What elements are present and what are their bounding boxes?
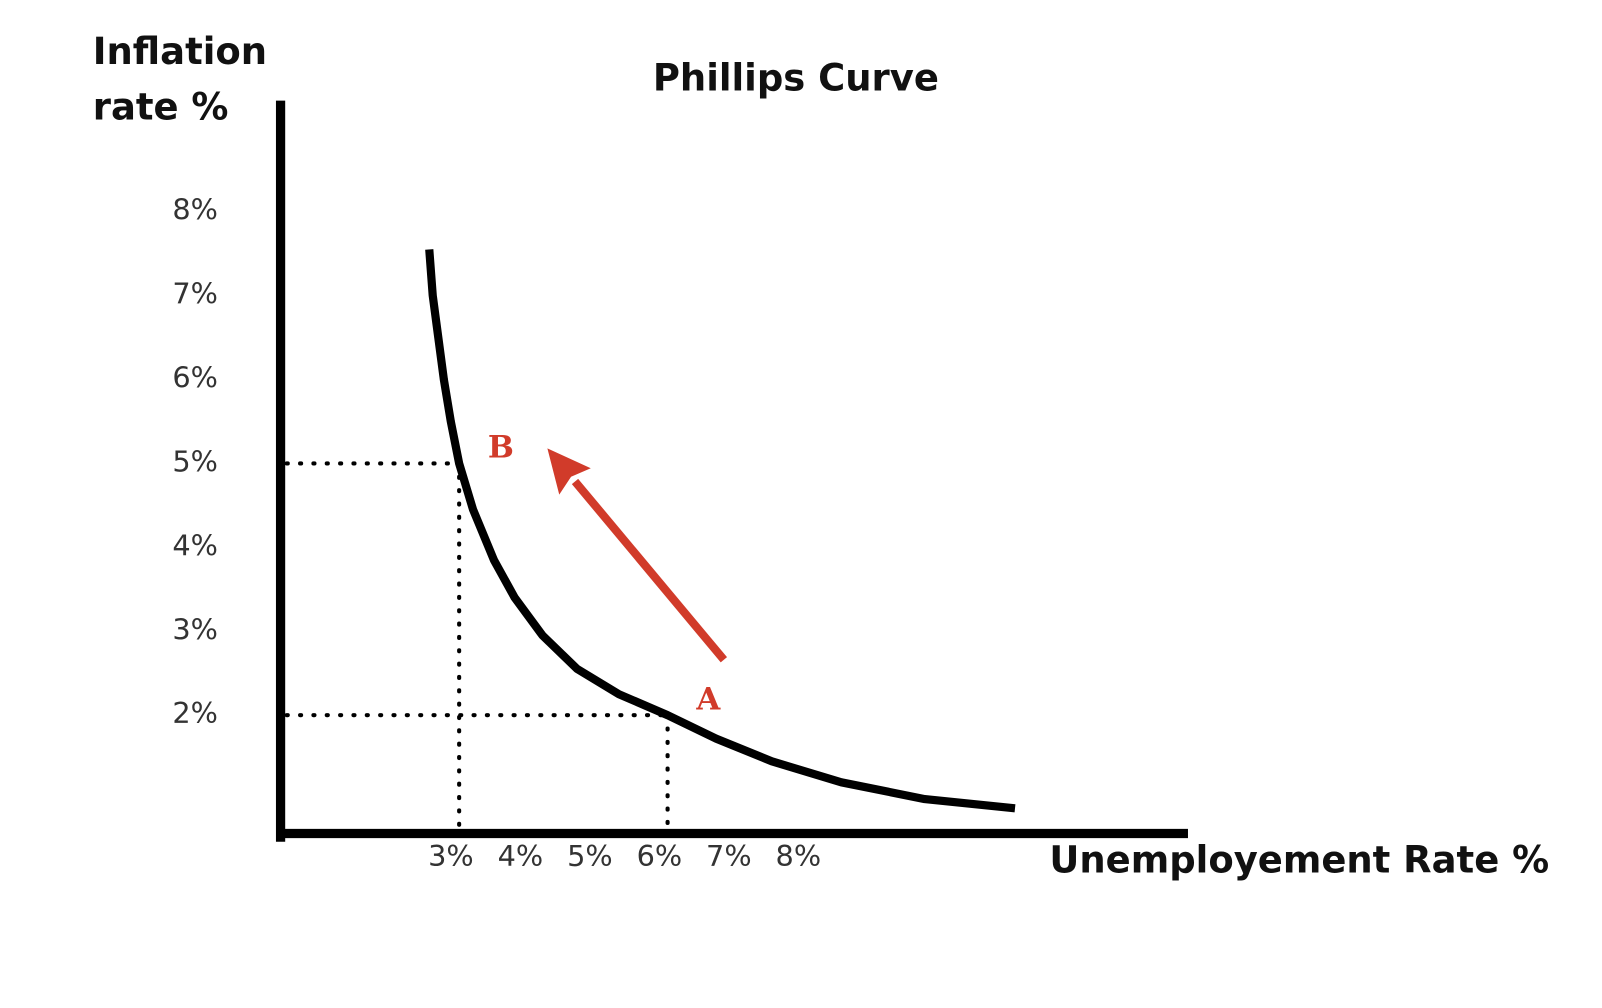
x-tick-label: 5%: [567, 839, 613, 873]
point-label: B: [488, 430, 514, 466]
curve: [425, 249, 1016, 813]
x-tick-label: 8%: [776, 839, 822, 873]
y-tick-label: 8%: [172, 193, 218, 227]
point-label: A: [695, 681, 721, 717]
arrow-head: [547, 448, 591, 495]
y-tick-label: 2%: [172, 696, 218, 730]
chart-title: Phillips Curve: [653, 57, 939, 100]
x-tick-label: 6%: [637, 839, 683, 873]
y-tick-label: 6%: [172, 361, 218, 395]
y-tick-label: 3%: [172, 612, 218, 646]
x-tick-label: 4%: [498, 839, 544, 873]
y-tick-label: 7%: [172, 277, 218, 311]
x-tick-label: 3%: [428, 839, 474, 873]
x-tick-label: 7%: [706, 839, 752, 873]
y-axis-label: rate %: [93, 85, 229, 128]
y-tick-label: 4%: [172, 528, 218, 562]
y-tick-label: 5%: [172, 444, 218, 478]
arrow-shaft: [571, 478, 728, 663]
x-axis-label: Unemployement Rate %: [1049, 839, 1549, 882]
y-axis-label: Inflation: [93, 30, 267, 73]
